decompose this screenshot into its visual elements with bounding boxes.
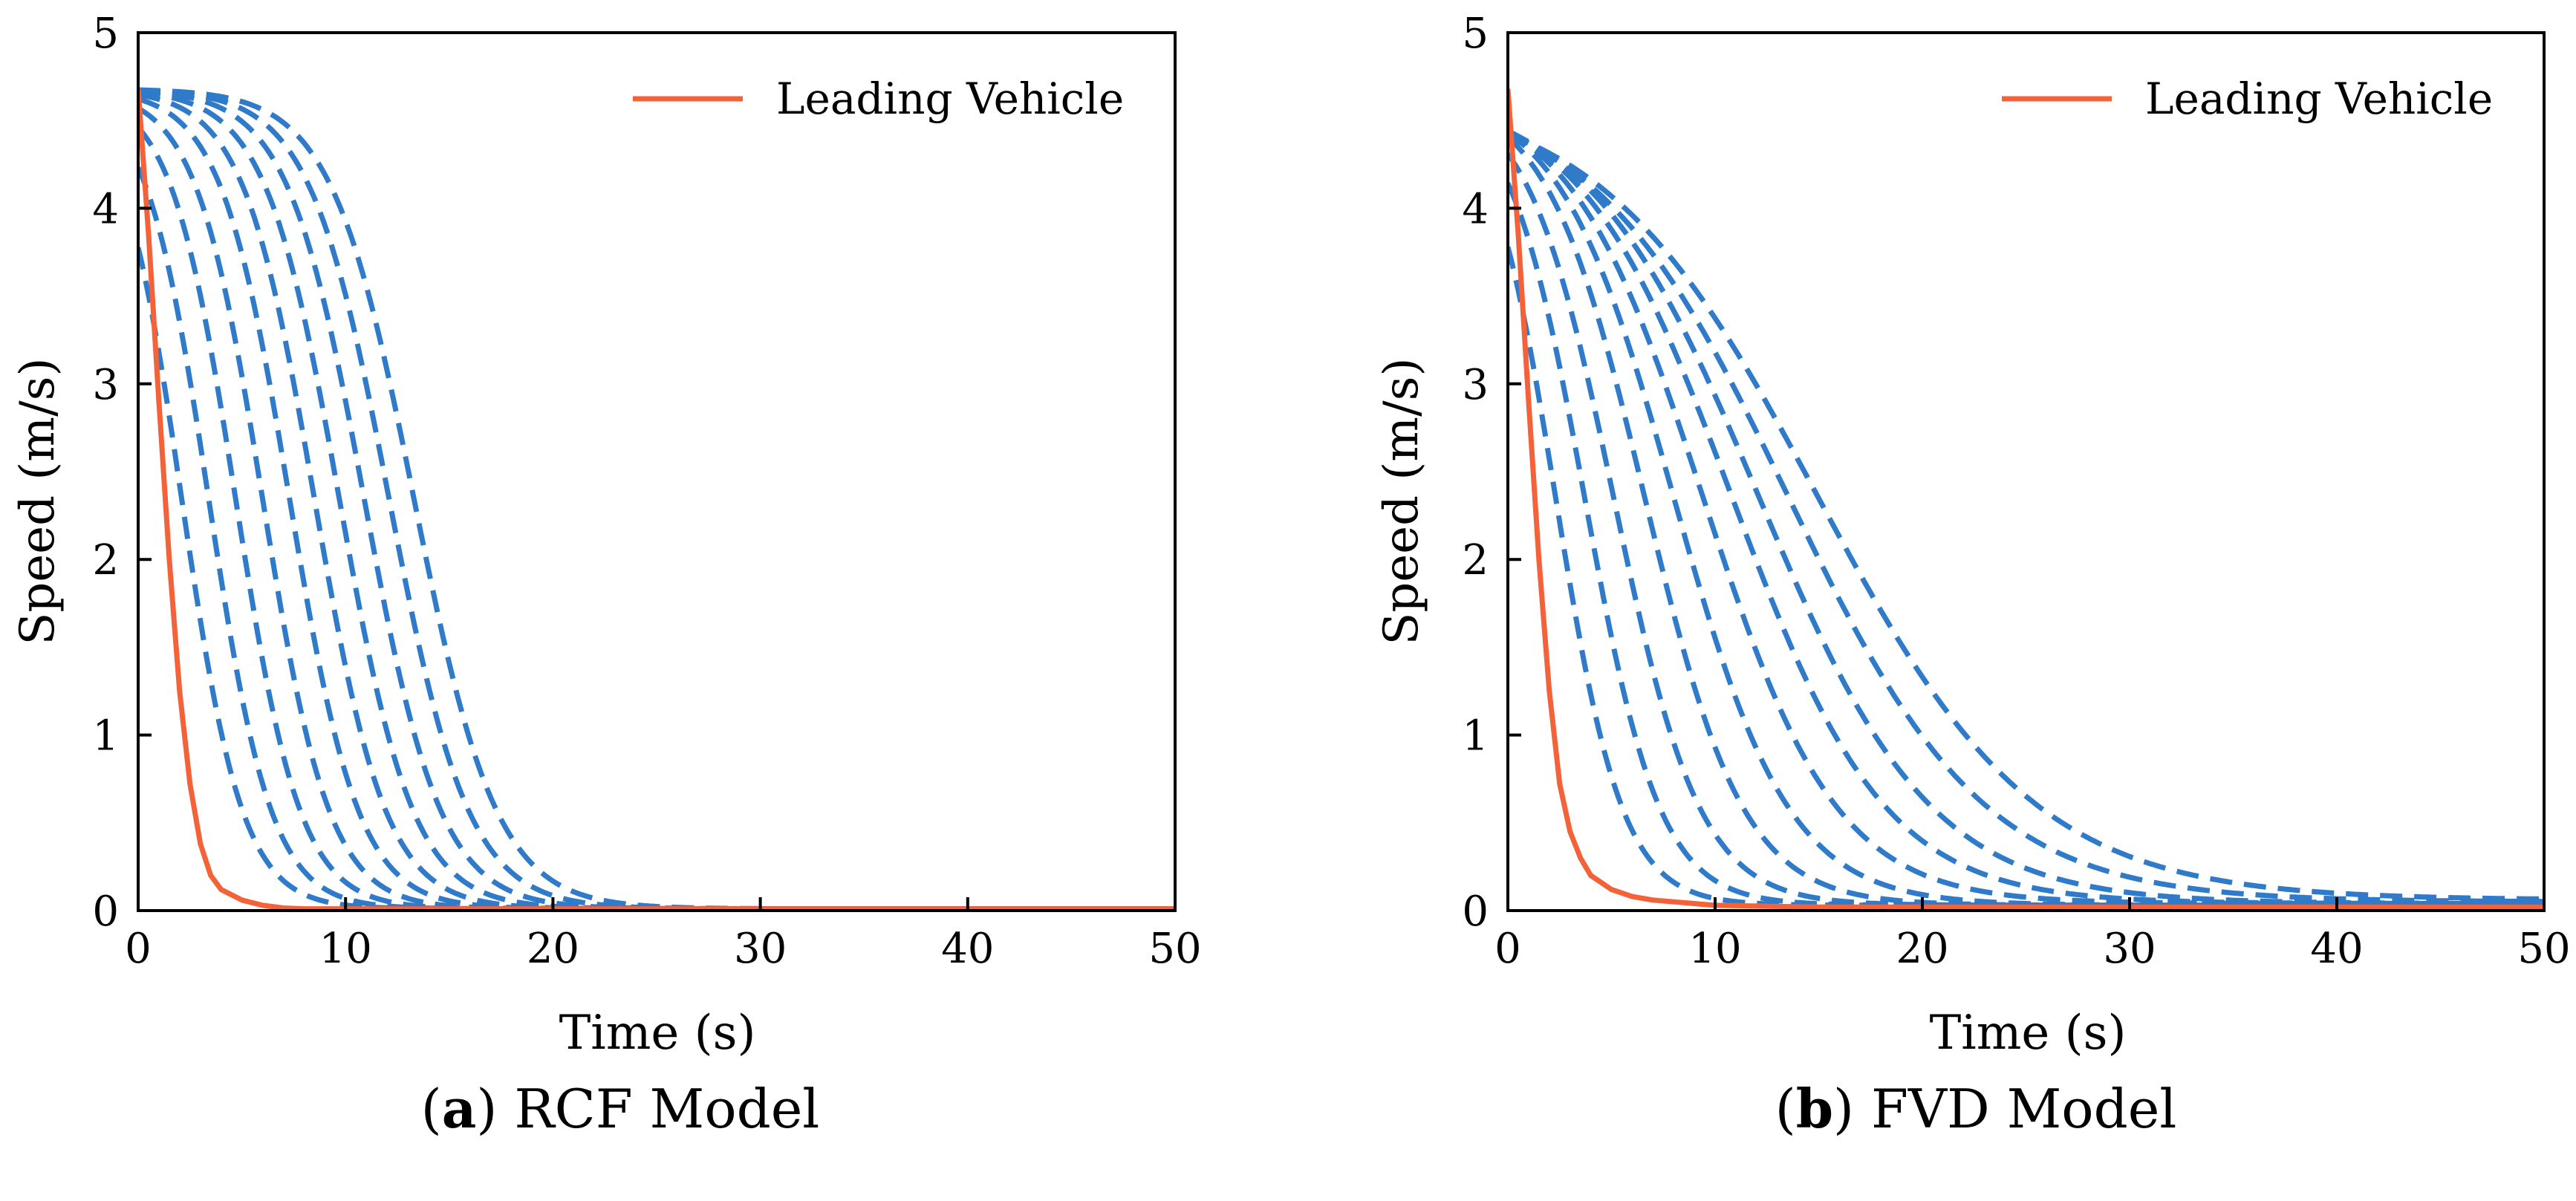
y-tick-label: 3 <box>1462 361 1489 409</box>
x-tick-label: 40 <box>941 925 994 973</box>
following-vehicle-line-4 <box>1508 134 2544 908</box>
panel-a: Speed (m/s) Time (s) (a) RCF Model Leadi… <box>10 10 1202 1140</box>
x-tick-label: 10 <box>319 925 372 973</box>
y-tick-label: 0 <box>92 888 119 936</box>
y-tick-label: 5 <box>1462 10 1489 58</box>
x-tick-label: 0 <box>125 925 152 973</box>
caption: (b) FVD Model <box>1775 1077 2177 1140</box>
caption: (a) RCF Model <box>421 1077 820 1140</box>
xlabel: Time (s) <box>559 1006 756 1061</box>
panel-label: b <box>1796 1077 1833 1140</box>
plot-area <box>138 87 1175 911</box>
y-tick-label: 3 <box>92 361 119 409</box>
following-vehicle-line-6 <box>1508 128 2544 906</box>
leading-vehicle-line <box>1508 88 2544 910</box>
legend-label: Leading Vehicle <box>776 74 1124 124</box>
x-tick-label: 20 <box>1896 925 1948 973</box>
x-tick-label: 10 <box>1688 925 1741 973</box>
following-vehicle-line-5 <box>1508 130 2544 908</box>
y-tick-label: 2 <box>92 536 119 585</box>
following-vehicle-line-7 <box>138 90 1175 911</box>
y-tick-label: 4 <box>92 185 119 233</box>
ylabel: Speed (m/s) <box>10 358 65 645</box>
following-vehicle-line-5 <box>138 96 1175 911</box>
x-tick-label: 20 <box>527 925 579 973</box>
plot-frame <box>137 31 1177 912</box>
leading-vehicle-line <box>138 88 1175 911</box>
x-tick-label: 50 <box>1148 925 1201 973</box>
y-tick-label: 1 <box>92 712 119 761</box>
following-vehicle-line-10 <box>1508 131 2544 902</box>
following-vehicle-line-9 <box>1508 131 2544 905</box>
caption-text: FVD Model <box>1871 1078 2176 1140</box>
y-tick-label: 4 <box>1462 185 1489 233</box>
x-tick-label: 0 <box>1494 925 1521 973</box>
panel-label: a <box>442 1077 477 1140</box>
panel-b: Speed (m/s) Time (s) (b) FVD Model Leadi… <box>1374 10 2571 1140</box>
following-vehicle-line-10 <box>138 87 1175 911</box>
following-vehicle-line-7 <box>1508 128 2544 906</box>
plot-area <box>1508 88 2544 910</box>
legend: Leading Vehicle <box>2002 74 2493 124</box>
following-vehicle-line-1 <box>138 247 1175 911</box>
following-vehicle-line-9 <box>138 88 1175 911</box>
caption-text: RCF Model <box>514 1078 819 1140</box>
xlabel: Time (s) <box>1930 1006 2127 1061</box>
plot-frame <box>1506 31 2546 912</box>
y-tick-label: 5 <box>92 10 119 58</box>
y-tick-label: 0 <box>1462 888 1489 936</box>
following-vehicle-line-1 <box>1508 246 2544 908</box>
legend: Leading Vehicle <box>633 74 1124 124</box>
following-vehicle-line-8 <box>138 88 1175 911</box>
legend-label: Leading Vehicle <box>2145 74 2493 124</box>
x-tick-label: 30 <box>2103 925 2156 973</box>
following-vehicle-line-8 <box>1508 128 2544 906</box>
ylabel: Speed (m/s) <box>1374 358 1429 645</box>
x-tick-label: 50 <box>2517 925 2570 973</box>
following-vehicle-line-3 <box>1508 152 2544 908</box>
y-tick-label: 1 <box>1462 712 1489 761</box>
following-vehicle-line-6 <box>138 92 1175 911</box>
x-tick-label: 40 <box>2310 925 2363 973</box>
y-tick-label: 2 <box>1462 536 1489 585</box>
x-tick-label: 30 <box>734 925 787 973</box>
following-vehicle-line-2 <box>1508 182 2544 908</box>
